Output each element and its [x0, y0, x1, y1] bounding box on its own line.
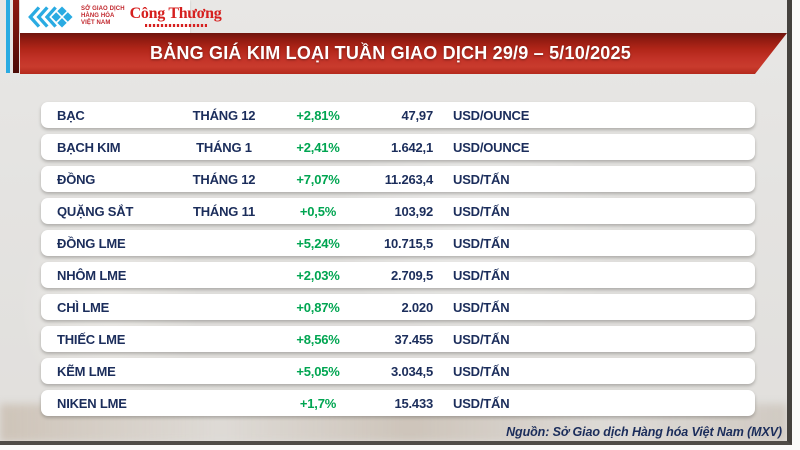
weekly-change: +2,41%: [296, 139, 340, 155]
weekly-change: +0,87%: [296, 299, 340, 315]
table-row: QUẶNG SẮT THÁNG 11 +0,5% 103,92 USD/TẤN: [41, 198, 755, 224]
page-title: BẢNG GIÁ KIM LOẠI TUẦN GIAO DỊCH 29/9 – …: [150, 43, 631, 63]
metal-name: THIẾC LME: [57, 331, 126, 347]
price-value: 11.263,4: [384, 171, 433, 187]
mxv-logo-icon: [28, 5, 73, 28]
metal-name: CHÌ LME: [57, 299, 110, 315]
metal-name: ĐỒNG LME: [57, 235, 126, 251]
metal-name: BẠCH KIM: [57, 139, 121, 155]
price-unit: USD/TẤN: [453, 363, 510, 379]
contract-month: THÁNG 1: [196, 139, 252, 155]
metal-name: KẼM LME: [57, 363, 116, 379]
table-row: THIẾC LME +8,56% 37.455 USD/TẤN: [41, 326, 755, 352]
table-row: BẠC THÁNG 12 +2,81% 47,97 USD/OUNCE: [41, 102, 755, 128]
table-row: CHÌ LME +0,87% 2.020 USD/TẤN: [41, 294, 755, 320]
mxv-org-line: HÀNG HÓA: [81, 12, 115, 19]
table-row: ĐỒNG LME +5,24% 10.715,5 USD/TẤN: [41, 230, 755, 256]
price-unit: USD/TẤN: [453, 235, 510, 251]
mxv-org-line: VIỆT NAM: [81, 20, 111, 27]
price-value: 47,97: [401, 107, 433, 123]
metal-name: ĐỒNG: [57, 171, 96, 187]
weekly-change: +5,24%: [296, 235, 340, 251]
weekly-change: +8,56%: [296, 331, 340, 347]
title-banner: BẢNG GIÁ KIM LOẠI TUẦN GIAO DỊCH 29/9 – …: [20, 33, 787, 74]
price-unit: USD/TẤN: [453, 171, 510, 187]
price-unit: USD/TẤN: [453, 395, 510, 411]
price-unit: USD/TẤN: [453, 331, 510, 347]
price-value: 3.034,5: [391, 363, 433, 379]
price-value: 15.433: [394, 395, 433, 411]
contract-month: THÁNG 11: [193, 203, 255, 219]
price-value: 10.715,5: [383, 235, 433, 251]
contract-month: THÁNG 12: [192, 171, 256, 187]
table-row: KẼM LME +5,05% 3.034,5 USD/TẤN: [41, 358, 755, 384]
contract-month: THÁNG 12: [192, 107, 256, 123]
price-value: 103,92: [394, 203, 433, 219]
price-value: 37.455: [394, 331, 433, 347]
price-value: 2.020: [401, 299, 433, 315]
weekly-change: +2,03%: [296, 267, 340, 283]
logo-plate: SỞ GIAO DỊCH HÀNG HÓA VIỆT NAM Công Thươ…: [20, 0, 222, 33]
price-table-card: SỞ GIAO DỊCH HÀNG HÓA VIỆT NAM Công Thươ…: [0, 0, 792, 445]
weekly-change: +1,7%: [299, 395, 337, 411]
metal-name: QUẶNG SẮT: [57, 203, 134, 219]
left-accent-stripe-red: [13, 0, 19, 73]
weekly-change: +7,07%: [296, 171, 340, 187]
price-unit: USD/TẤN: [453, 203, 510, 219]
price-value: 2.709,5: [391, 267, 433, 283]
price-unit: USD/TẤN: [453, 267, 510, 283]
price-unit: USD/OUNCE: [453, 139, 530, 155]
price-table: BẠC THÁNG 12 +2,81% 47,97 USD/OUNCE BẠCH…: [41, 102, 755, 416]
weekly-change: +0,5%: [299, 203, 337, 219]
table-row: BẠCH KIM THÁNG 1 +2,41% 1.642,1 USD/OUNC…: [41, 134, 755, 160]
metal-name: BẠC: [57, 107, 85, 123]
left-accent-stripe-cyan: [6, 0, 10, 73]
price-unit: USD/TẤN: [453, 299, 510, 315]
mxv-org-line: SỞ GIAO DỊCH: [81, 5, 125, 12]
cong-thuong-logo: Công Thương: [130, 6, 222, 27]
weekly-change: +5,05%: [296, 363, 340, 379]
cong-thuong-wordmark: Công Thương: [129, 5, 222, 22]
mxv-org-name: SỞ GIAO DỊCH HÀNG HÓA VIỆT NAM: [81, 6, 125, 28]
source-attribution: Nguồn: Sở Giao dịch Hàng hóa Việt Nam (M…: [506, 425, 782, 439]
table-row: NHÔM LME +2,03% 2.709,5 USD/TẤN: [41, 262, 755, 288]
table-row: NIKEN LME +1,7% 15.433 USD/TẤN: [41, 390, 755, 416]
cong-thuong-tagline-strip: [144, 24, 207, 27]
weekly-change: +2,81%: [296, 107, 340, 123]
price-unit: USD/OUNCE: [453, 107, 530, 123]
table-row: ĐỒNG THÁNG 12 +7,07% 11.263,4 USD/TẤN: [41, 166, 755, 192]
metal-name: NHÔM LME: [57, 267, 127, 283]
metal-name: NIKEN LME: [57, 395, 127, 411]
price-value: 1.642,1: [391, 139, 433, 155]
